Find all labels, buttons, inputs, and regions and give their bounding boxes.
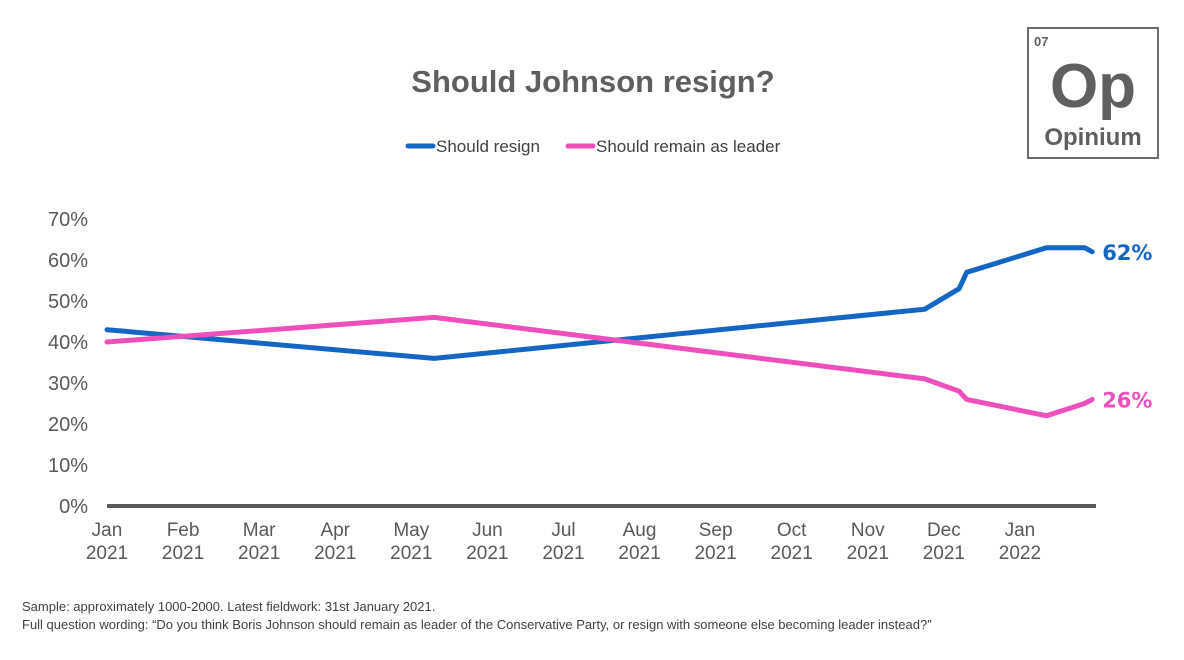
x-tick-label: Feb bbox=[167, 520, 200, 541]
logo-number: 07 bbox=[1034, 34, 1048, 49]
x-tick-label: Dec bbox=[927, 520, 961, 541]
x-tick-year-label: 2021 bbox=[694, 543, 736, 564]
x-tick-label: Jan bbox=[92, 520, 123, 541]
x-tick-year-label: 2021 bbox=[618, 543, 660, 564]
x-tick-year-label: 2021 bbox=[390, 543, 432, 564]
y-tick-label: 50% bbox=[48, 291, 88, 313]
x-tick-label: Jan bbox=[1005, 520, 1036, 541]
x-tick-year-label: 2021 bbox=[923, 543, 965, 564]
end-label-1: 26% bbox=[1102, 388, 1152, 412]
x-axis: Jan2021Feb2021Mar2021Apr2021May2021Jun20… bbox=[86, 520, 1041, 564]
x-tick-year-label: 2022 bbox=[999, 543, 1041, 564]
end-label-0: 62% bbox=[1102, 241, 1152, 265]
x-tick-label: Apr bbox=[320, 520, 350, 541]
y-tick-label: 40% bbox=[48, 332, 88, 354]
chart-title: Should Johnson resign? bbox=[411, 64, 774, 99]
end-labels: 62% 26% bbox=[1102, 241, 1152, 413]
y-tick-label: 20% bbox=[48, 414, 88, 436]
y-tick-label: 70% bbox=[48, 209, 88, 231]
y-tick-label: 30% bbox=[48, 373, 88, 395]
legend: Should resign Should remain as leader bbox=[405, 137, 781, 156]
opinium-logo: 07 Op Opinium bbox=[1027, 27, 1159, 159]
x-tick-label: Jun bbox=[472, 520, 503, 541]
x-tick-year-label: 2021 bbox=[466, 543, 508, 564]
x-tick-year-label: 2021 bbox=[771, 543, 813, 564]
x-tick-year-label: 2021 bbox=[314, 543, 356, 564]
x-tick-label: Jul bbox=[551, 520, 575, 541]
series-line-0 bbox=[104, 245, 1095, 361]
logo-frame bbox=[1027, 27, 1159, 159]
y-axis: 0% 10% 20% 30% 40% 50% 60% 70% bbox=[48, 209, 88, 518]
x-tick-label: Sep bbox=[699, 520, 733, 541]
x-tick-label: May bbox=[393, 520, 429, 541]
y-tick-label: 60% bbox=[48, 250, 88, 272]
y-tick-label: 10% bbox=[48, 455, 88, 477]
x-tick-year-label: 2021 bbox=[238, 543, 280, 564]
legend-label-should-remain: Should remain as leader bbox=[596, 137, 781, 156]
legend-label-should-resign: Should resign bbox=[436, 137, 540, 156]
x-tick-label: Oct bbox=[777, 520, 807, 541]
x-tick-label: Aug bbox=[623, 520, 657, 541]
series-lines bbox=[104, 245, 1095, 419]
x-tick-year-label: 2021 bbox=[847, 543, 889, 564]
x-tick-label: Nov bbox=[851, 520, 885, 541]
x-tick-year-label: 2021 bbox=[542, 543, 584, 564]
x-tick-year-label: 2021 bbox=[162, 543, 204, 564]
footnote-sample: Sample: approximately 1000-2000. Latest … bbox=[22, 599, 436, 614]
y-tick-label: 0% bbox=[59, 496, 88, 518]
footnote-question: Full question wording: “Do you think Bor… bbox=[22, 617, 932, 632]
logo-symbol: Op bbox=[1050, 52, 1136, 121]
logo-name: Opinium bbox=[1044, 124, 1141, 151]
x-tick-year-label: 2021 bbox=[86, 543, 128, 564]
x-tick-label: Mar bbox=[243, 520, 276, 541]
series-line-1 bbox=[104, 314, 1095, 419]
